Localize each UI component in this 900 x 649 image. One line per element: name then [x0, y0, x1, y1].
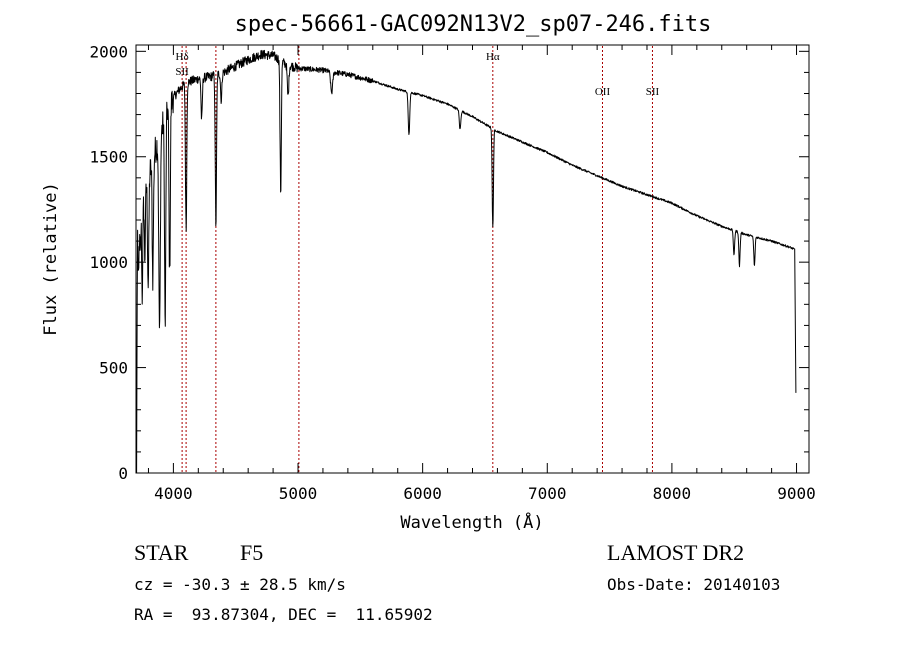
- coordinates-text: RA = 93.87304, DEC = 11.65902: [134, 605, 433, 624]
- x-tick-label: 6000: [403, 484, 442, 503]
- line-marker-label: SII: [646, 86, 660, 98]
- line-marker-labels: Hδ SII Hα OII SII: [175, 51, 659, 98]
- redshift-text: cz = -30.3 ± 28.5 km/s: [134, 575, 346, 594]
- survey-name: LAMOST DR2: [607, 540, 744, 565]
- y-tick-label: 2000: [89, 42, 128, 61]
- y-tick-label: 1500: [89, 148, 128, 167]
- y-tick-label: 0: [118, 464, 128, 483]
- line-marker-label: SII: [175, 66, 189, 78]
- x-tick-label: 8000: [653, 484, 692, 503]
- line-marker-label: Hδ: [176, 51, 189, 63]
- x-tick-label: 7000: [528, 484, 567, 503]
- line-markers: [181, 46, 653, 472]
- spectrum-line: [136, 49, 797, 474]
- y-axis-label: Flux (relative): [41, 182, 61, 336]
- y-axis-ticks: 0 500 1000 1500 2000: [89, 42, 809, 483]
- x-tick-label: 5000: [279, 484, 318, 503]
- obs-date-text: Obs-Date: 20140103: [607, 575, 780, 594]
- line-marker-label: OII: [595, 86, 611, 98]
- y-tick-label: 1000: [89, 253, 128, 272]
- plot-frame: [135, 44, 810, 474]
- y-tick-label: 500: [99, 359, 128, 378]
- x-axis-label: Wavelength (Å): [400, 511, 543, 533]
- spectral-class: F5: [240, 540, 263, 565]
- x-axis-ticks: 4000 5000 6000 7000 8000 9000: [147, 45, 816, 503]
- line-marker-label: Hα: [486, 51, 500, 63]
- x-tick-label: 9000: [777, 484, 816, 503]
- object-type: STAR: [134, 540, 189, 565]
- x-tick-label: 4000: [154, 484, 193, 503]
- chart-title: spec-56661-GAC092N13V2_sp07-246.fits: [235, 12, 712, 37]
